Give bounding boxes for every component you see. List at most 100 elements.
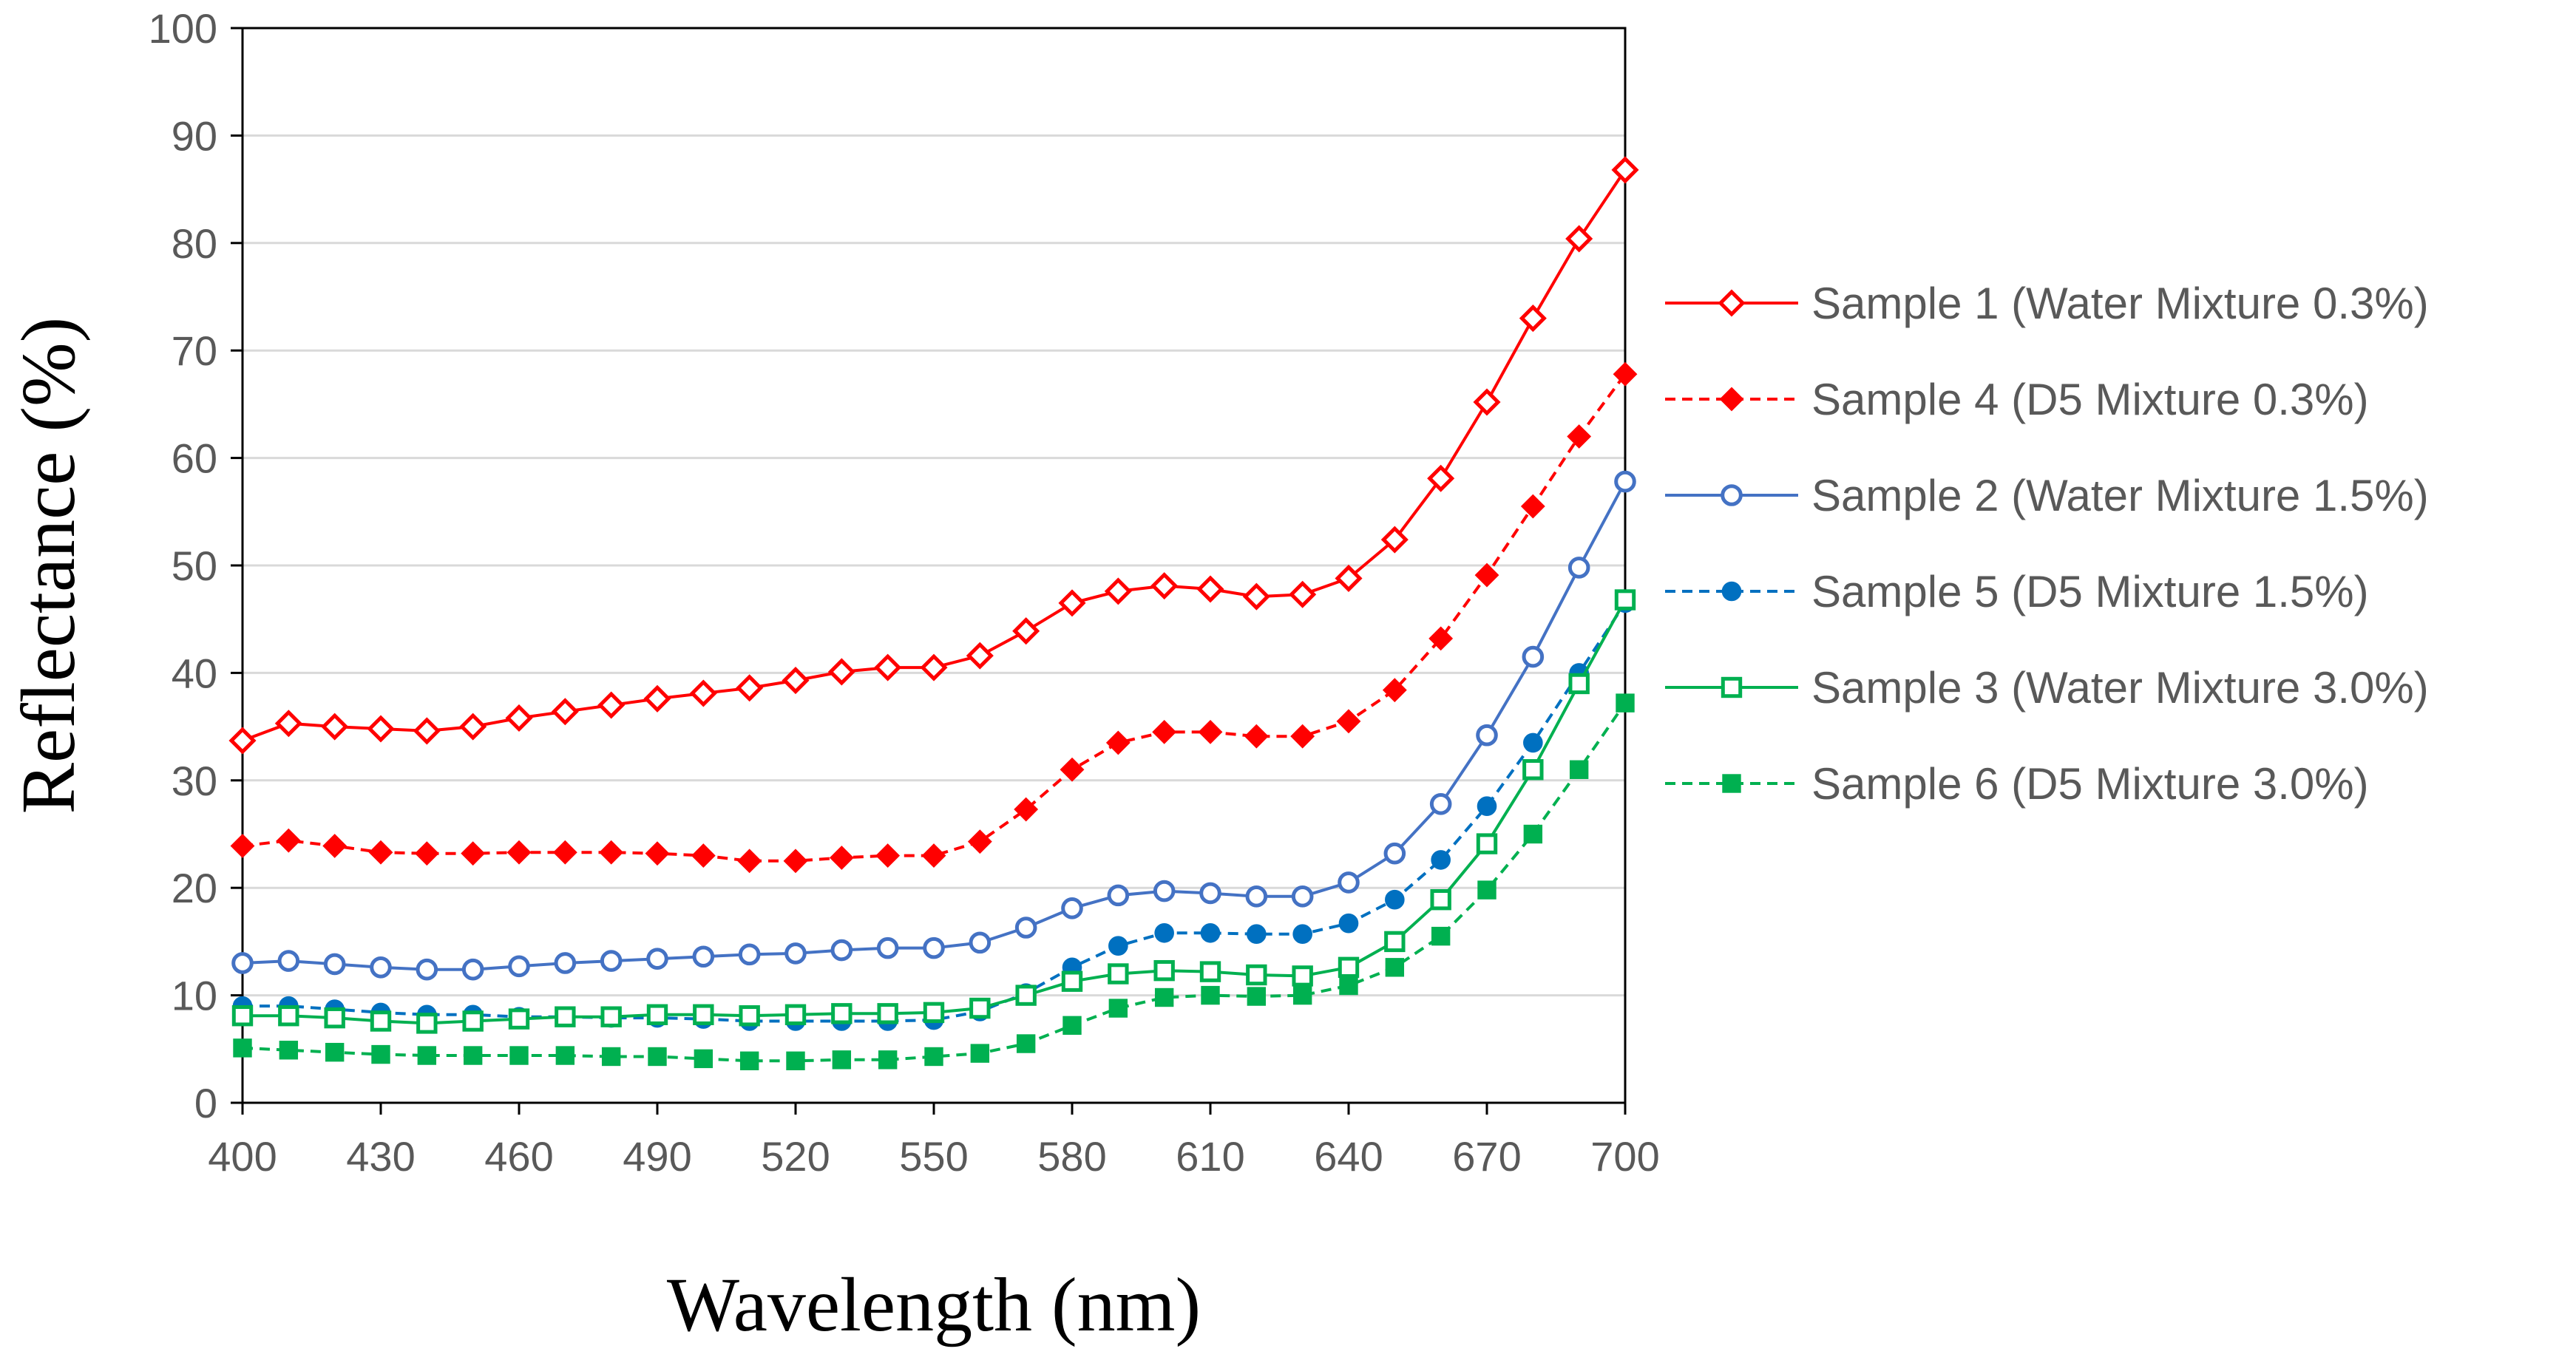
legend-entry: Sample 3 (Water Mixture 3.0%) [1665,663,2429,713]
data-point [1108,936,1128,956]
data-point [970,1044,990,1063]
data-point [1522,759,1544,781]
data-point [1384,931,1406,953]
data-point [1061,970,1083,992]
axis-ticks: 0 10 20 30 40 50 60 70 80 90 100 400 430 460 490 520 550… [149,5,1660,1180]
data-point [508,955,530,978]
y-tick-label: 40 [172,650,217,696]
data-point [1199,882,1221,905]
legend-marker [1718,289,1746,317]
x-tick-label: 430 [346,1133,415,1180]
data-point [691,843,716,868]
data-point [877,1003,898,1024]
y-tick-label: 100 [149,5,217,52]
data-point [1104,577,1132,605]
data-point [920,653,948,681]
data-point [1200,922,1221,943]
data-point [689,679,717,707]
x-tick-label: 460 [484,1133,553,1180]
data-point [233,1038,252,1058]
data-point [831,1003,853,1024]
data-point [1153,959,1175,982]
x-tick-label: 550 [899,1133,968,1180]
data-point [1476,724,1498,747]
x-tick-label: 610 [1176,1133,1244,1180]
y-tick-label: 20 [172,865,217,911]
data-point [693,1004,714,1025]
legend-label: Sample 5 (D5 Mixture 1.5%) [1811,567,2369,616]
data-point [1522,645,1545,668]
data-point [462,1010,484,1032]
data-point [1152,719,1177,744]
data-point [969,931,992,954]
data-point [786,1051,805,1070]
series-5 [231,589,1636,1034]
data-point [231,952,254,974]
data-point [1613,361,1638,387]
legend-entry: Sample 6 (D5 Mixture 3.0%) [1665,759,2369,809]
data-point [1058,589,1086,617]
data-point [1429,792,1452,815]
data-point [1523,824,1543,844]
data-point [1520,494,1545,519]
data-point [924,1047,943,1067]
data-point [463,1046,483,1065]
data-point [1201,985,1220,1005]
data-point [1338,956,1360,978]
data-point [1382,678,1407,703]
data-point [1289,580,1317,608]
data-point [1012,617,1040,645]
x-tick-label: 640 [1314,1133,1383,1180]
data-point [923,1002,945,1024]
legend: Sample 1 (Water Mixture 0.3%) Sample 4 (D… [1665,279,2429,809]
data-point [1292,965,1313,987]
legend-marker [1721,581,1742,602]
data-point [1336,709,1361,734]
data-point [1292,985,1312,1005]
data-point [1567,424,1592,449]
data-point [555,1046,575,1065]
y-tick-label: 10 [172,973,217,1019]
data-point [1519,305,1547,333]
data-point [506,840,532,865]
data-point [1242,582,1270,611]
data-point [601,1047,621,1067]
data-point [1430,888,1451,911]
legend-marker [1721,676,1743,698]
data-point [414,841,439,866]
data-point [1380,526,1409,554]
data-point [230,834,255,858]
legend-marker [1721,484,1743,506]
data-point [1014,917,1037,939]
data-point [552,840,577,865]
data-point [738,943,761,966]
data-point [827,658,855,686]
legend-label: Sample 6 (D5 Mixture 3.0%) [1811,759,2369,809]
data-point [1614,589,1636,611]
data-point [1199,961,1221,982]
data-point [600,950,623,972]
series-6 [233,693,1635,1070]
data-point [921,843,946,868]
series-1 [228,156,1639,755]
data-point [875,843,901,868]
data-point [737,849,762,874]
data-point [371,1044,390,1064]
data-point [1015,985,1037,1006]
x-axis-title: Wavelength (nm) [667,1262,1201,1347]
data-point [231,1005,254,1027]
data-point [1154,922,1174,943]
data-point [1290,724,1315,749]
data-point [1474,562,1499,588]
data-point [1477,796,1497,816]
x-tick-label: 490 [623,1133,691,1180]
data-point [370,1010,392,1032]
data-point [1335,564,1363,592]
gridlines [243,134,1625,997]
data-point [784,1004,807,1025]
legend-entry: Sample 4 (D5 Mixture 0.3%) [1665,375,2369,424]
data-point [1292,924,1312,945]
data-point [1016,1034,1036,1053]
data-point [1061,897,1083,919]
